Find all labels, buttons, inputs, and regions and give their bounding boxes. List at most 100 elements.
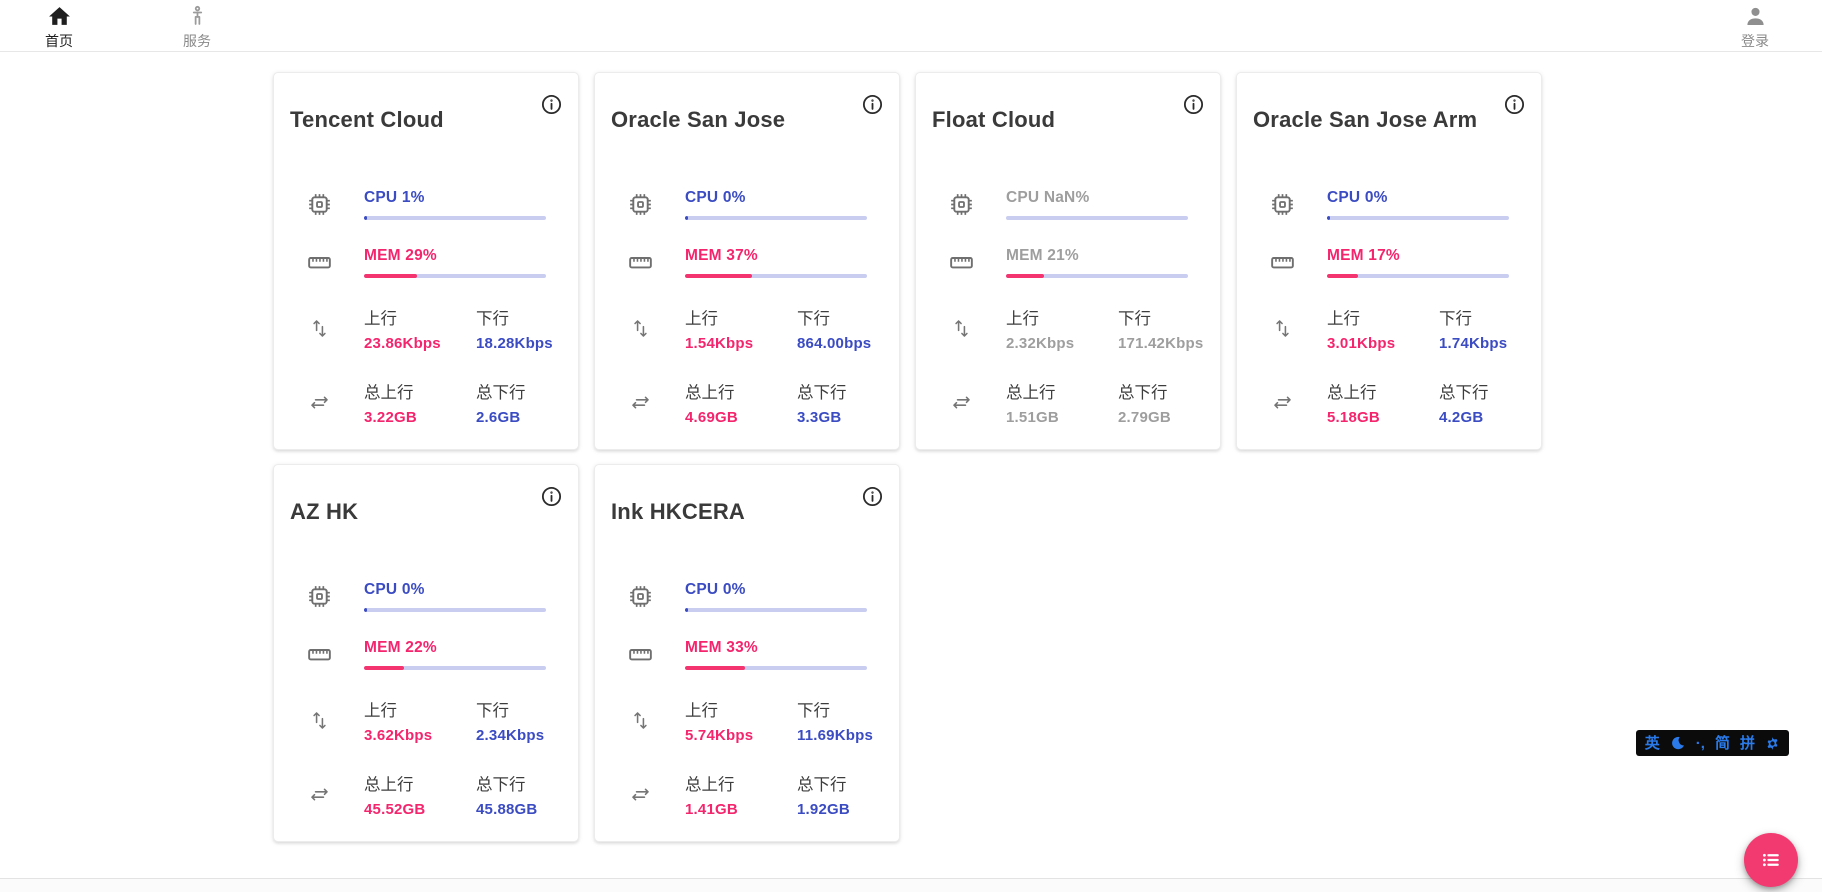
cpu-progress-fill xyxy=(364,608,367,612)
speed-row: 上行 3.01Kbps 下行 1.74Kbps xyxy=(1253,305,1525,352)
mem-row: MEM 21% xyxy=(932,247,1204,278)
ime-status-bar: 英 ·, 简 拼 xyxy=(1635,730,1789,756)
server-list-fab[interactable] xyxy=(1744,833,1798,887)
info-button[interactable] xyxy=(1179,90,1207,118)
total-upload-label: 总上行 xyxy=(1006,384,1056,402)
swap-horiz-icon xyxy=(303,782,335,807)
cpu-progress-bar xyxy=(364,216,546,220)
server-card: Float Cloud C xyxy=(915,72,1221,450)
swap-horiz-icon xyxy=(624,390,656,415)
mem-progress-bar xyxy=(364,666,546,670)
mem-usage-label: MEM 29% xyxy=(364,247,437,264)
mem-progress-bar xyxy=(1006,274,1188,278)
info-icon xyxy=(540,485,563,508)
mem-progress-bar xyxy=(1327,274,1509,278)
info-icon xyxy=(861,485,884,508)
total-download-value: 4.2GB xyxy=(1439,409,1484,426)
server-stats: CPU 0% MEM 22% xyxy=(290,581,562,818)
mem-usage-label: MEM 33% xyxy=(685,639,758,656)
cpu-progress-bar xyxy=(685,608,867,612)
memory-ruler-icon xyxy=(624,249,656,276)
memory-ruler-icon xyxy=(624,641,656,668)
cpu-progress-bar xyxy=(685,216,867,220)
server-stats: CPU 0% MEM 17% xyxy=(1253,189,1525,426)
ime-pinyin-toggle[interactable]: 拼 xyxy=(1739,734,1755,752)
mem-progress-bar xyxy=(685,274,867,278)
server-stats: CPU 0% MEM 37% xyxy=(611,189,883,426)
moon-icon[interactable] xyxy=(1670,735,1686,751)
server-card: AZ HK CPU 0% xyxy=(273,464,579,842)
info-button[interactable] xyxy=(858,90,886,118)
ime-language-toggle[interactable]: 英 xyxy=(1644,734,1660,752)
info-button[interactable] xyxy=(1500,90,1528,118)
swap-vert-icon xyxy=(303,708,335,733)
server-card: Oracle San Jose xyxy=(594,72,900,450)
total-upload-value: 4.69GB xyxy=(685,409,738,426)
total-upload-value: 5.18GB xyxy=(1327,409,1380,426)
total-download-label: 总下行 xyxy=(1118,384,1168,402)
swap-vert-icon xyxy=(945,316,977,341)
cpu-row: CPU 1% xyxy=(290,189,562,220)
total-upload-value: 3.22GB xyxy=(364,409,417,426)
cpu-chip-icon xyxy=(303,191,335,218)
info-icon xyxy=(861,93,884,116)
nav-item-login[interactable]: 登录 xyxy=(1726,0,1784,51)
swap-horiz-icon xyxy=(303,390,335,415)
total-download-value: 2.6GB xyxy=(476,409,521,426)
mem-usage-label: MEM 21% xyxy=(1006,247,1079,264)
nav-home-label: 首页 xyxy=(45,33,73,49)
mem-row: MEM 17% xyxy=(1253,247,1525,278)
speed-row: 上行 3.62Kbps 下行 2.34Kbps xyxy=(290,697,562,744)
server-card: Tencent Cloud xyxy=(273,72,579,450)
cpu-row: CPU 0% xyxy=(611,189,883,220)
total-upload-label: 总上行 xyxy=(364,776,414,794)
total-download-label: 总下行 xyxy=(797,776,847,794)
info-button[interactable] xyxy=(537,90,565,118)
cpu-progress-fill xyxy=(685,216,688,220)
total-download-label: 总下行 xyxy=(1439,384,1489,402)
nav-login-label: 登录 xyxy=(1741,33,1769,49)
footer-divider xyxy=(0,878,1822,892)
total-download-label: 总下行 xyxy=(797,384,847,402)
total-download-label: 总下行 xyxy=(476,776,526,794)
ime-simplified-toggle[interactable]: 简 xyxy=(1714,734,1730,752)
server-name: Oracle San Jose xyxy=(611,107,786,132)
mem-row: MEM 37% xyxy=(611,247,883,278)
account-icon xyxy=(1743,4,1768,29)
total-upload-value: 45.52GB xyxy=(364,801,426,818)
cpu-chip-icon xyxy=(624,191,656,218)
memory-ruler-icon xyxy=(303,641,335,668)
swap-vert-icon xyxy=(1266,316,1298,341)
download-speed-value: 18.28Kbps xyxy=(476,335,553,352)
nav-item-services[interactable]: 服务 xyxy=(168,0,226,51)
ime-punctuation-toggle[interactable]: ·, xyxy=(1695,734,1705,752)
info-icon xyxy=(1182,93,1205,116)
swap-horiz-icon xyxy=(945,390,977,415)
nav-left-group: 首页 服务 xyxy=(30,0,226,51)
server-name: AZ HK xyxy=(290,499,359,524)
total-download-value: 2.79GB xyxy=(1118,409,1171,426)
download-label: 下行 xyxy=(476,310,509,328)
total-upload-label: 总上行 xyxy=(1327,384,1377,402)
total-download-value: 45.88GB xyxy=(476,801,538,818)
upload-label: 上行 xyxy=(685,310,718,328)
download-label: 下行 xyxy=(1439,310,1472,328)
memory-ruler-icon xyxy=(303,249,335,276)
cpu-usage-label: CPU 0% xyxy=(685,189,746,206)
mem-progress-bar xyxy=(685,666,867,670)
cpu-usage-label: CPU 0% xyxy=(1327,189,1388,206)
total-download-value: 1.92GB xyxy=(797,801,850,818)
info-button[interactable] xyxy=(537,482,565,510)
gear-icon[interactable] xyxy=(1765,736,1780,751)
speed-row: 上行 5.74Kbps 下行 11.69Kbps xyxy=(611,697,883,744)
upload-speed-value: 3.01Kbps xyxy=(1327,335,1396,352)
cpu-progress-bar xyxy=(1006,216,1188,220)
info-button[interactable] xyxy=(858,482,886,510)
nav-item-home[interactable]: 首页 xyxy=(30,0,88,51)
mem-row: MEM 29% xyxy=(290,247,562,278)
mem-progress-fill xyxy=(364,274,417,278)
total-download-value: 3.3GB xyxy=(797,409,842,426)
mem-row: MEM 22% xyxy=(290,639,562,670)
upload-label: 上行 xyxy=(364,310,397,328)
mem-row: MEM 33% xyxy=(611,639,883,670)
